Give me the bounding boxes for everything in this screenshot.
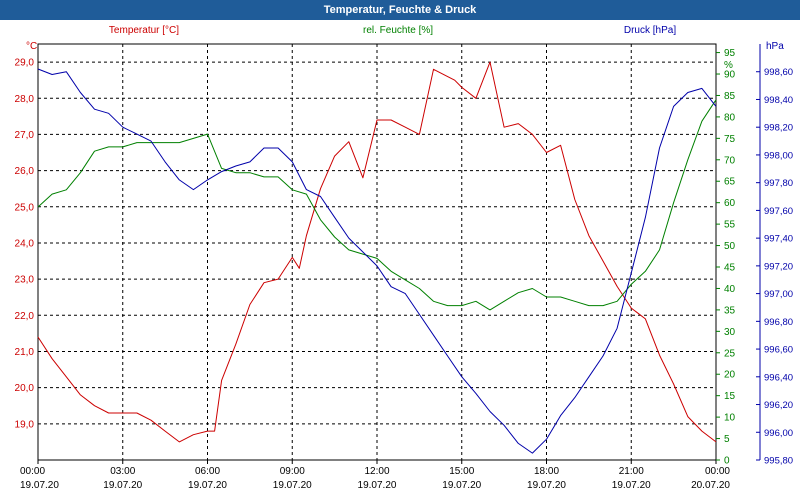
- axes: 00:00 19.07.20 03:00 19.07.20 06:00 19.07.20 0…: [15, 44, 793, 491]
- pressure-tick-label: 996,20: [764, 400, 793, 411]
- x-tick-label-time: 15:00: [449, 466, 474, 477]
- x-tick-label-time: 09:00: [280, 466, 305, 477]
- plot-area: [37, 43, 717, 461]
- humidity-tick-label: 85: [724, 91, 736, 102]
- x-tick-label-date: 19.07.20: [273, 480, 312, 491]
- pressure-tick-label: 998,60: [764, 67, 793, 78]
- x-tick-label-time: 00:00: [705, 466, 730, 477]
- x-tick-label-date: 19.07.20: [358, 480, 397, 491]
- humidity-tick-label: 50: [724, 241, 736, 252]
- pressure-tick-label: 997,80: [764, 178, 793, 189]
- chart-title: Temperatur, Feuchte & Druck: [0, 0, 800, 20]
- temperature-series-label: Temperatur [°C]: [109, 25, 179, 36]
- pressure-tick-label: 995,80: [764, 456, 793, 467]
- temperature-tick-label: 20,0: [15, 383, 35, 394]
- humidity-tick-label: 30: [724, 327, 736, 338]
- temperature-tick-label: 27,0: [15, 130, 35, 141]
- humidity-tick-label: 20: [724, 370, 736, 381]
- humidity-tick-label: 75: [724, 134, 736, 145]
- humidity-tick-label: 10: [724, 413, 736, 424]
- chart-canvas: 00:00 19.07.20 03:00 19.07.20 06:00 19.07.20 0…: [15, 25, 794, 491]
- x-tick-label-date: 20.07.20: [691, 480, 730, 491]
- pressure-tick-label: 997,20: [764, 261, 793, 272]
- pressure-tick-label: 997,60: [764, 206, 793, 217]
- temperature-unit-label: °C: [26, 41, 37, 52]
- x-tick-label-time: 18:00: [534, 466, 559, 477]
- humidity-tick-label: 45: [724, 263, 736, 274]
- humidity-tick-label: 25: [724, 348, 736, 359]
- series-group: [37, 61, 717, 454]
- x-tick-label-date: 19.07.20: [188, 480, 227, 491]
- pressure-series-label: Druck [hPa]: [624, 25, 676, 36]
- temperature-tick-label: 24,0: [15, 238, 35, 249]
- humidity-tick-label: 70: [724, 155, 736, 166]
- pressure-tick-label: 996,00: [764, 428, 793, 439]
- pressure-tick-label: 998,40: [764, 95, 793, 106]
- temperature-tick-label: 21,0: [15, 347, 35, 358]
- humidity-unit-label: %: [724, 60, 733, 71]
- humidity-tick-label: 95: [724, 48, 736, 59]
- temperature-tick-label: 23,0: [15, 275, 35, 286]
- x-tick-label-time: 00:00: [20, 466, 45, 477]
- gridlines: [38, 44, 716, 460]
- pressure-tick-label: 996,40: [764, 372, 793, 383]
- humidity-tick-label: 15: [724, 391, 736, 402]
- humidity-tick-label: 55: [724, 220, 736, 231]
- humidity-tick-label: 60: [724, 198, 736, 209]
- x-tick-label-time: 06:00: [195, 466, 220, 477]
- humidity-tick-label: 40: [724, 284, 736, 295]
- pressure-series-line: [37, 68, 717, 454]
- temperature-tick-label: 22,0: [15, 311, 35, 322]
- humidity-tick-label: 35: [724, 305, 736, 316]
- temperature-tick-label: 25,0: [15, 202, 35, 213]
- pressure-tick-label: 996,60: [764, 345, 793, 356]
- x-tick-label-time: 03:00: [110, 466, 135, 477]
- pressure-tick-label: 997,40: [764, 234, 793, 245]
- humidity-tick-label: 5: [724, 434, 730, 445]
- humidity-tick-label: 90: [724, 70, 736, 81]
- x-tick-label-date: 19.07.20: [612, 480, 651, 491]
- temperature-tick-label: 26,0: [15, 166, 35, 177]
- temperature-series-line: [37, 61, 717, 443]
- x-tick-label-time: 21:00: [619, 466, 644, 477]
- temperature-tick-label: 29,0: [15, 58, 35, 69]
- x-tick-label-date: 19.07.20: [103, 480, 142, 491]
- humidity-tick-label: 80: [724, 112, 736, 123]
- temperature-tick-label: 19,0: [15, 419, 35, 430]
- pressure-unit-label: hPa: [766, 41, 784, 52]
- humidity-tick-label: 0: [724, 456, 730, 467]
- x-tick-label-time: 12:00: [364, 466, 389, 477]
- humidity-tick-label: 65: [724, 177, 736, 188]
- pressure-tick-label: 998,00: [764, 150, 793, 161]
- pressure-tick-label: 998,20: [764, 123, 793, 134]
- pressure-tick-label: 996,80: [764, 317, 793, 328]
- pressure-tick-label: 997,00: [764, 289, 793, 300]
- x-tick-label-date: 19.07.20: [442, 480, 481, 491]
- temperature-tick-label: 28,0: [15, 94, 35, 105]
- humidity-series-label: rel. Feuchte [%]: [363, 25, 433, 36]
- x-tick-label-date: 19.07.20: [20, 480, 59, 491]
- humidity-series-line: [37, 99, 717, 311]
- x-tick-label-date: 19.07.20: [527, 480, 566, 491]
- axis-labels: °C% hPa Temperatur [°C] rel. Feuchte [%] Dru…: [26, 25, 784, 71]
